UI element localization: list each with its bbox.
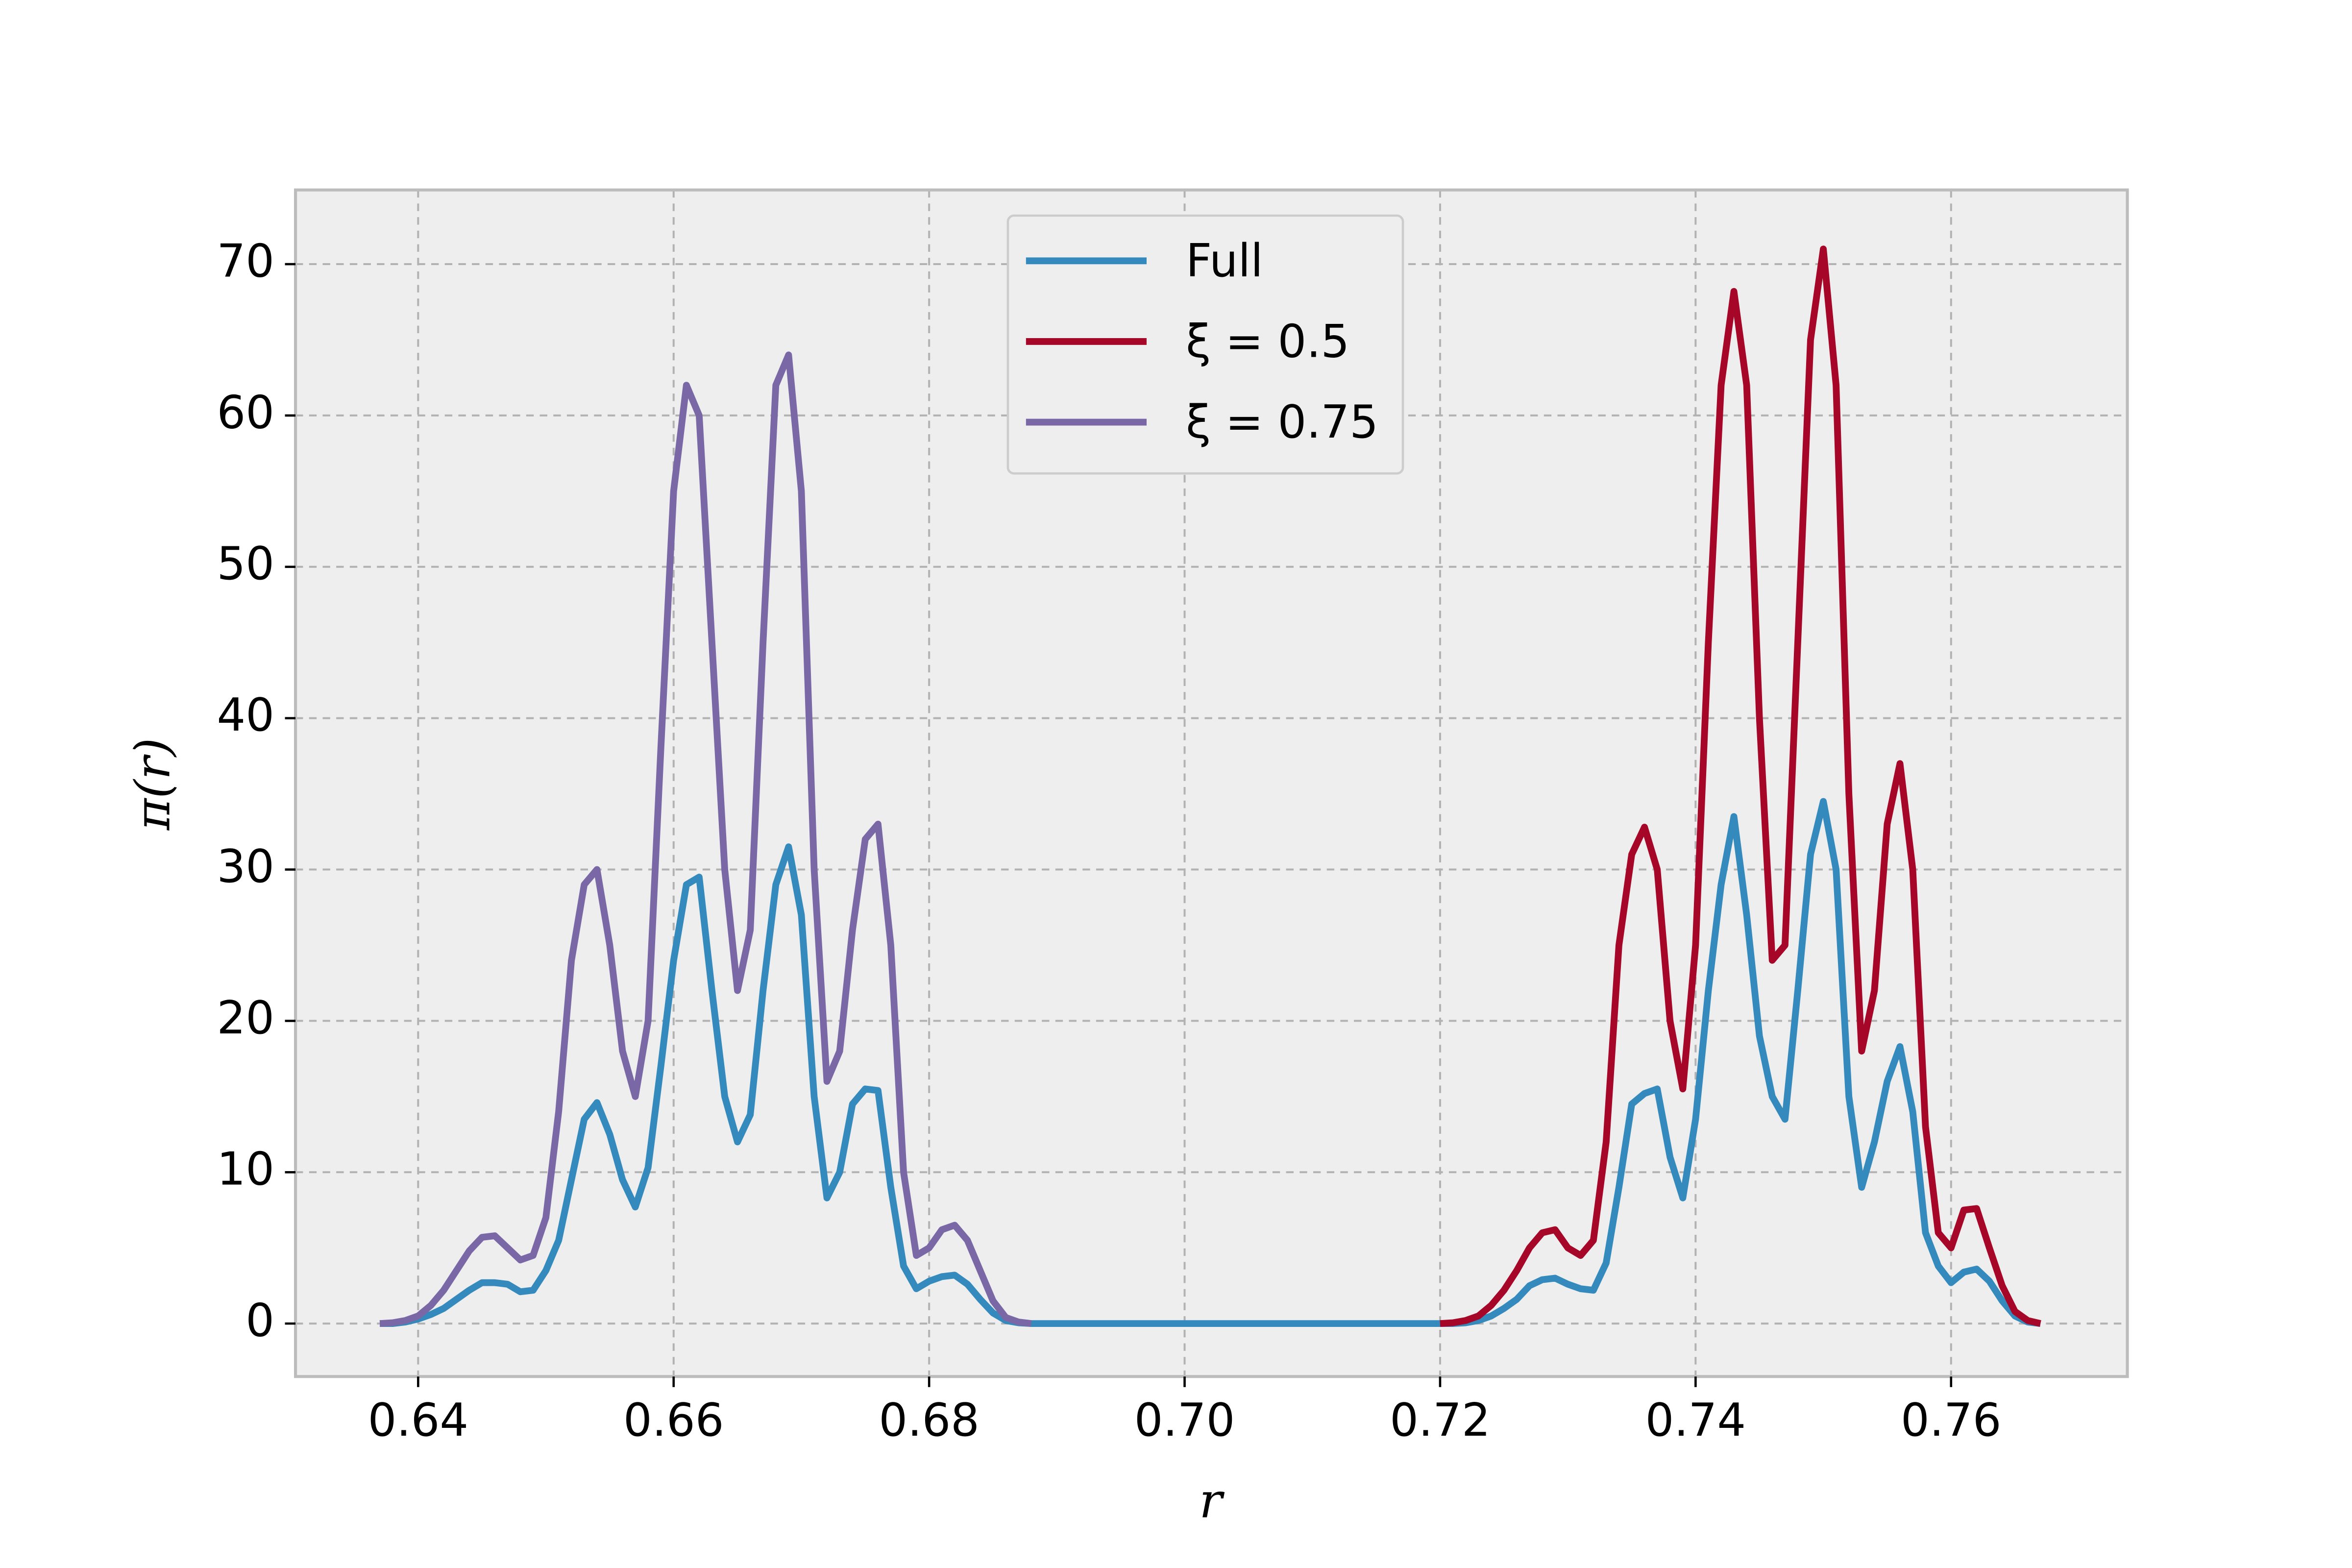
legend-box <box>1006 214 1404 475</box>
x-tick-label: 0.70 <box>1134 1394 1235 1446</box>
series-line <box>379 351 1032 1327</box>
ticks: 0.64 0.66 0.68 0.70 0.72 0.74 0.76 0 10 20 30 40 50 6… <box>217 234 2002 1446</box>
lines <box>379 245 2041 1327</box>
legend: Full ξ = 0.5 ξ = 0.75 <box>1006 214 1404 475</box>
x-tick-label: 0.68 <box>879 1394 980 1446</box>
legend-label: ξ = 0.75 <box>1186 395 1378 448</box>
x-tick-label: 0.76 <box>1901 1394 2002 1446</box>
x-tick-label: 0.64 <box>368 1394 469 1446</box>
x-tick-label: 0.72 <box>1390 1394 1491 1446</box>
plot-frame <box>294 188 2129 1378</box>
y-tick-label: 20 <box>217 991 274 1044</box>
x-tick-label: 0.74 <box>1645 1394 1746 1446</box>
legend-label: Full <box>1186 234 1263 287</box>
legend-label: ξ = 0.5 <box>1186 315 1349 368</box>
grid <box>295 190 2128 1377</box>
y-axis-label: π(r) <box>125 738 181 831</box>
y-tick-label: 40 <box>217 688 274 741</box>
series-line <box>1440 245 2041 1327</box>
x-tick-label: 0.66 <box>623 1394 724 1446</box>
x-axis-label: r <box>1199 1473 1225 1529</box>
y-tick-label: 70 <box>217 234 274 287</box>
y-tick-label: 30 <box>217 840 274 893</box>
y-tick-label: 50 <box>217 537 274 590</box>
series-line <box>380 798 2041 1327</box>
y-tick-label: 60 <box>217 386 274 439</box>
y-tick-label: 0 <box>245 1294 274 1347</box>
y-tick-label: 10 <box>217 1143 274 1196</box>
